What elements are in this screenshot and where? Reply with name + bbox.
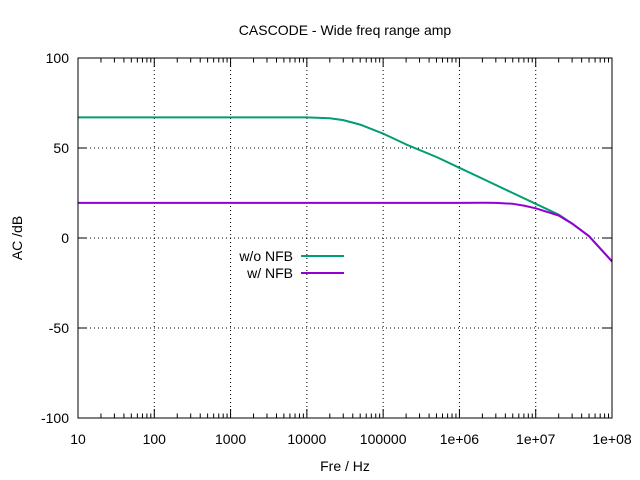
x-axis-label: Fre / Hz	[320, 458, 370, 474]
x-tick-label: 1000	[215, 431, 246, 447]
y-axis-label: AC /dB	[9, 216, 25, 260]
chart-title: CASCODE - Wide freq range amp	[239, 22, 452, 38]
y-tick-label: 50	[53, 140, 69, 156]
x-tick-label: 1e+08	[592, 431, 632, 447]
plot-border	[77, 57, 613, 419]
legend-label: w/ NFB	[246, 265, 293, 281]
series-line-1	[78, 201, 613, 263]
x-tick-label: 1e+06	[440, 431, 480, 447]
y-tick-label: -50	[49, 320, 69, 336]
x-tick-label: 10	[70, 431, 86, 447]
x-tick-label: 100000	[360, 431, 407, 447]
y-tick-label: -100	[41, 410, 69, 426]
y-tick-label: 100	[46, 50, 70, 66]
x-tick-label: 10000	[287, 431, 326, 447]
y-tick-label: 0	[61, 230, 69, 246]
ticks: 10 100 1000 10000 100000 1e+06 1e+07 1e+08 100 50…	[41, 50, 632, 447]
x-tick-label: 1e+07	[516, 431, 556, 447]
legend-label: w/o NFB	[238, 248, 293, 264]
series-lines	[78, 116, 613, 263]
x-tick-label: 100	[143, 431, 167, 447]
